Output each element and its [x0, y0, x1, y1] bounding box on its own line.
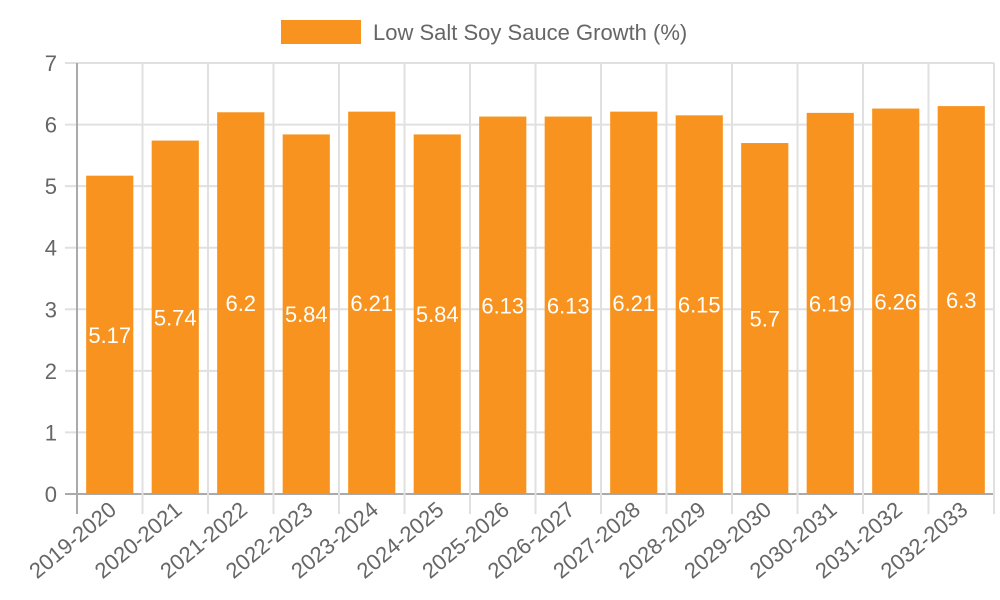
bar[interactable]	[348, 111, 396, 495]
bar-value-label: 5.17	[88, 323, 131, 348]
bar-value-label: 6.3	[946, 288, 977, 313]
bar-value-label: 5.7	[749, 307, 780, 332]
bar-value-label: 6.21	[350, 291, 393, 316]
y-tick-label: 5	[45, 174, 57, 199]
bar[interactable]	[413, 134, 461, 494]
bar[interactable]	[151, 140, 199, 494]
y-tick-label: 1	[45, 420, 57, 445]
bar-value-label: 6.13	[481, 293, 524, 318]
y-tick-label: 0	[45, 482, 57, 507]
bar[interactable]	[872, 108, 920, 494]
bar[interactable]	[86, 175, 134, 494]
bar[interactable]	[806, 112, 854, 494]
legend-label: Low Salt Soy Sauce Growth (%)	[373, 20, 687, 45]
bar-value-label: 6.15	[678, 293, 721, 318]
bar-value-label: 6.26	[874, 289, 917, 314]
bar-value-label: 5.84	[285, 302, 328, 327]
legend[interactable]: Low Salt Soy Sauce Growth (%)	[281, 20, 687, 45]
legend-swatch	[281, 20, 361, 44]
y-tick-label: 3	[45, 297, 57, 322]
bar-value-label: 6.2	[225, 291, 256, 316]
bar-value-label: 5.84	[416, 302, 459, 327]
y-tick-label: 2	[45, 359, 57, 384]
bar[interactable]	[544, 116, 592, 495]
bar[interactable]	[282, 134, 330, 494]
y-tick-label: 4	[45, 236, 57, 261]
grid-lines	[65, 62, 995, 514]
bar-value-label: 6.21	[612, 291, 655, 316]
bar[interactable]	[937, 106, 985, 494]
bar[interactable]	[741, 143, 789, 495]
bar[interactable]	[217, 112, 265, 494]
bar[interactable]	[479, 116, 527, 495]
bars: 5.17 5.74 6.2 5.84 6.21 5.84 6.13 6.13 6.21 6.15 5…	[86, 106, 985, 495]
bar[interactable]	[675, 115, 723, 494]
y-tick-label: 7	[45, 51, 57, 76]
bar[interactable]	[610, 111, 658, 495]
bar-value-label: 6.19	[809, 291, 852, 316]
y-tick-label: 6	[45, 113, 57, 138]
bar-value-label: 5.74	[154, 305, 197, 330]
bar-value-label: 6.13	[547, 293, 590, 318]
